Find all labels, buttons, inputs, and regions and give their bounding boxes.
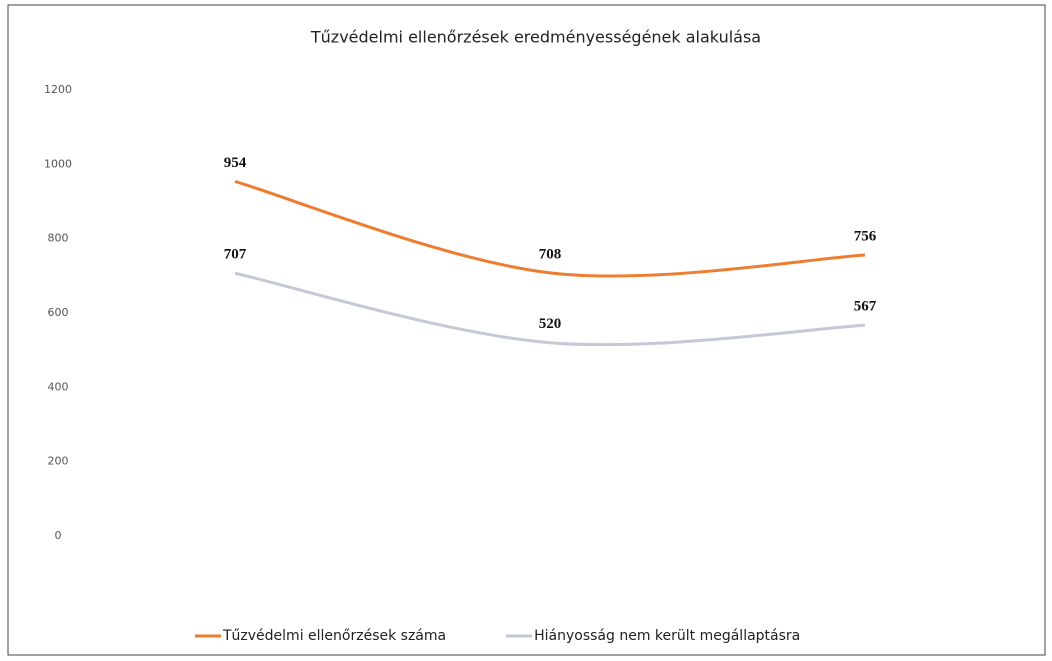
data-label: 707 <box>224 247 247 263</box>
data-label: 567 <box>854 299 877 315</box>
series-line <box>234 179 866 278</box>
y-tick-label: 0 <box>55 529 62 542</box>
y-tick-label: 600 <box>48 306 69 319</box>
data-label: 954 <box>224 155 247 171</box>
data-label: 708 <box>539 246 562 262</box>
data-label: 756 <box>854 228 877 244</box>
legend-label: Hiányosság nem került megállaptásra <box>534 628 800 644</box>
data-label: 520 <box>539 316 562 332</box>
chart-title: Tűzvédelmi ellenőrzések eredményességéne… <box>310 28 761 47</box>
y-tick-label: 200 <box>48 455 69 468</box>
y-tick-label: 400 <box>48 380 69 393</box>
series-line <box>234 271 866 347</box>
legend-label: Tűzvédelmi ellenőrzések száma <box>222 628 446 644</box>
y-tick-label: 800 <box>48 232 69 245</box>
y-tick-label: 1200 <box>44 83 72 96</box>
chart-frame <box>7 4 1046 656</box>
y-tick-label: 1000 <box>44 157 72 170</box>
